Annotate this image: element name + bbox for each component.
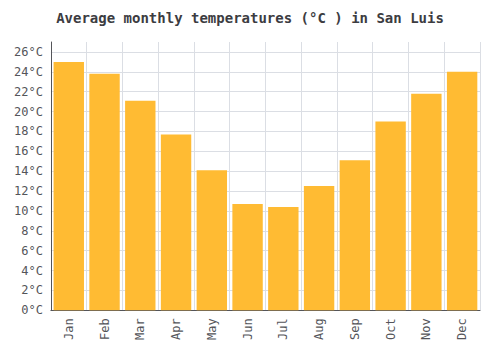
svg-text:Mar: Mar: [133, 318, 147, 340]
svg-text:2°C: 2°C: [21, 283, 43, 297]
svg-text:Sep: Sep: [348, 318, 362, 340]
svg-text:10°C: 10°C: [14, 204, 43, 218]
svg-text:4°C: 4°C: [21, 264, 43, 278]
svg-text:Oct: Oct: [384, 318, 398, 340]
svg-text:12°C: 12°C: [14, 184, 43, 198]
svg-text:0°C: 0°C: [21, 303, 43, 317]
svg-text:20°C: 20°C: [14, 105, 43, 119]
svg-text:16°C: 16°C: [14, 144, 43, 158]
svg-text:14°C: 14°C: [14, 164, 43, 178]
svg-text:Feb: Feb: [98, 318, 112, 340]
svg-text:8°C: 8°C: [21, 224, 43, 238]
svg-text:26°C: 26°C: [14, 45, 43, 59]
svg-text:6°C: 6°C: [21, 244, 43, 258]
svg-text:Dec: Dec: [455, 318, 469, 340]
svg-text:Jan: Jan: [62, 318, 76, 340]
svg-text:Apr: Apr: [169, 318, 183, 340]
svg-text:Aug: Aug: [312, 318, 326, 340]
svg-text:Average monthly temperatures (: Average monthly temperatures (°C ) in Sa…: [56, 10, 444, 26]
svg-text:May: May: [205, 318, 219, 340]
svg-text:Nov: Nov: [419, 318, 433, 340]
svg-text:24°C: 24°C: [14, 65, 43, 79]
svg-text:Jul: Jul: [276, 318, 290, 340]
svg-text:22°C: 22°C: [14, 85, 43, 99]
svg-text:Jun: Jun: [241, 318, 255, 340]
svg-text:18°C: 18°C: [14, 124, 43, 138]
